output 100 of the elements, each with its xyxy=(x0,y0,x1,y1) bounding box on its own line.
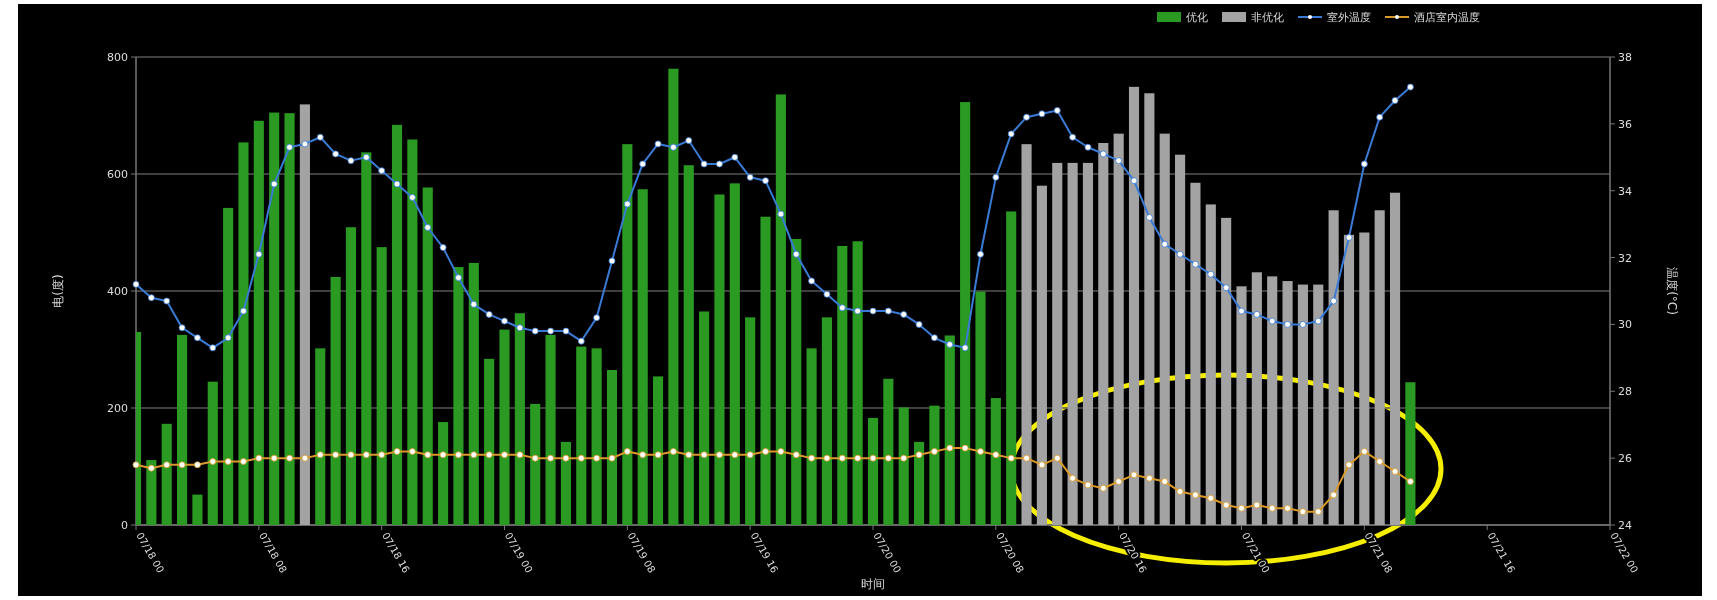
legend-label: 室外温度 xyxy=(1327,11,1371,24)
bar xyxy=(345,227,357,525)
bar xyxy=(837,245,848,525)
bar xyxy=(1205,204,1216,525)
bar xyxy=(1359,232,1370,525)
bar xyxy=(1067,162,1078,525)
bar xyxy=(806,348,817,525)
bar xyxy=(207,381,218,525)
y-tick-label: 400 xyxy=(107,285,128,298)
legend-label: 酒店室内温度 xyxy=(1414,11,1480,24)
bar xyxy=(453,267,464,525)
y2-tick-label: 28 xyxy=(1618,385,1632,399)
x-axis-title: 时间 xyxy=(861,577,885,591)
y2-tick-label: 36 xyxy=(1618,117,1632,131)
bar xyxy=(637,189,648,525)
legend-label: 非优化 xyxy=(1251,11,1284,24)
bar xyxy=(146,460,157,525)
bar xyxy=(530,403,541,525)
bar xyxy=(238,142,249,525)
bar xyxy=(422,187,433,525)
bar xyxy=(606,369,618,525)
bar xyxy=(1082,162,1094,525)
bar xyxy=(161,423,172,525)
bar xyxy=(1297,284,1308,525)
bar xyxy=(622,144,633,525)
bar xyxy=(1175,154,1186,525)
y2-tick-label: 34 xyxy=(1618,184,1632,198)
bar xyxy=(407,139,418,525)
bar xyxy=(391,124,403,525)
bar xyxy=(914,441,925,525)
bar xyxy=(699,311,710,525)
bar xyxy=(484,358,495,525)
y-axis-title: 电(度) xyxy=(51,274,65,308)
bar xyxy=(299,104,310,525)
bar xyxy=(898,407,909,525)
bar xyxy=(821,317,832,525)
bar xyxy=(852,241,863,525)
y2-axis-title: 温度(°C) xyxy=(1665,267,1679,315)
bar xyxy=(315,348,326,525)
bar xyxy=(1282,281,1293,525)
bar xyxy=(376,247,387,525)
y2-tick-label: 32 xyxy=(1618,251,1632,265)
bar xyxy=(514,313,525,525)
bar xyxy=(1190,182,1201,525)
bar xyxy=(1113,133,1124,525)
y-tick-label: 800 xyxy=(107,51,128,64)
bar xyxy=(1098,143,1109,525)
bar xyxy=(760,216,771,525)
bar xyxy=(330,276,341,525)
bar xyxy=(438,422,449,525)
bar xyxy=(1267,276,1278,525)
bar xyxy=(883,378,894,525)
y2-tick-label: 38 xyxy=(1618,51,1632,64)
bar xyxy=(269,112,280,525)
bar xyxy=(652,376,664,525)
legend-label: 优化 xyxy=(1186,11,1208,24)
y-tick-label: 600 xyxy=(107,168,128,181)
bar xyxy=(729,183,740,525)
y-tick-label: 0 xyxy=(121,519,128,532)
y2-tick-label: 30 xyxy=(1618,318,1632,332)
bar xyxy=(1405,382,1416,525)
bar xyxy=(591,348,602,525)
bar xyxy=(361,152,372,525)
bar xyxy=(867,417,879,525)
bar xyxy=(668,68,679,525)
bar xyxy=(192,494,203,525)
bar xyxy=(714,194,725,525)
bar xyxy=(1006,211,1017,525)
y-tick-label: 200 xyxy=(107,402,128,415)
y2-tick-label: 26 xyxy=(1618,452,1632,466)
bar xyxy=(1328,210,1339,525)
bar xyxy=(1144,93,1155,525)
bar xyxy=(975,291,986,525)
bar xyxy=(1236,286,1247,525)
bar xyxy=(745,317,756,525)
y2-tick-label: 24 xyxy=(1618,519,1632,532)
bar xyxy=(499,329,510,525)
bar xyxy=(929,405,940,525)
bar xyxy=(1389,192,1401,525)
bar xyxy=(1343,234,1355,525)
bar xyxy=(1251,272,1262,525)
bar xyxy=(223,207,234,525)
bar xyxy=(1374,210,1385,525)
bar xyxy=(284,113,295,525)
bar xyxy=(990,398,1001,525)
bar xyxy=(1052,162,1063,525)
bar xyxy=(468,262,479,525)
bar xyxy=(944,335,955,525)
bar xyxy=(775,94,786,525)
bar xyxy=(1128,86,1140,525)
bar xyxy=(960,102,971,525)
bar xyxy=(1221,217,1232,525)
bar xyxy=(1021,144,1032,525)
bar xyxy=(560,441,571,525)
bar xyxy=(1036,185,1047,525)
bar xyxy=(683,165,694,525)
bar xyxy=(1313,284,1324,525)
bar xyxy=(253,120,264,525)
bar xyxy=(1159,133,1170,525)
bar xyxy=(791,238,802,525)
